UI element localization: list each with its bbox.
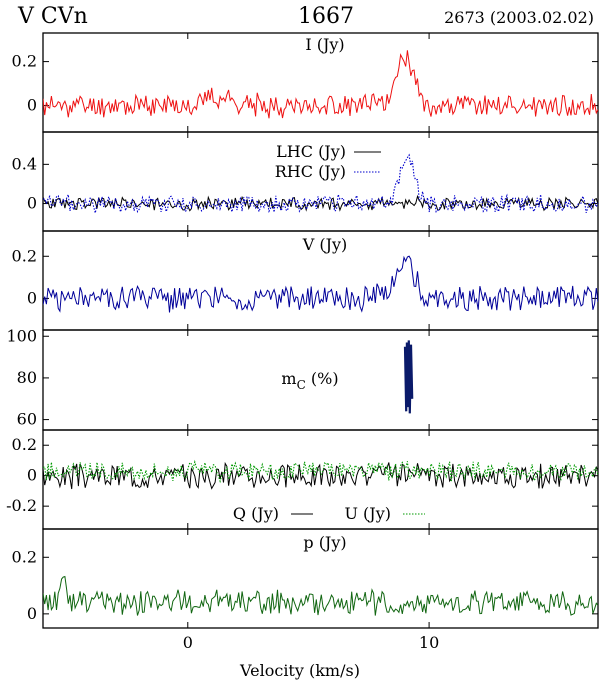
panel-label: mC (%) <box>281 369 338 392</box>
panel-label: I (Jy) <box>305 35 344 54</box>
series-rhc-jy <box>43 153 598 214</box>
panel-lhc-rhc: 0 0.4 LHC (Jy)RHC (Jy) <box>12 131 599 232</box>
y-tick-label: -0.2 <box>6 496 37 515</box>
y-tick-label: 0.2 <box>12 52 37 71</box>
series-p-jy <box>43 575 598 616</box>
panel-q-u: -0.2 0 0.2 Q (Jy) U (Jy) <box>6 429 599 530</box>
frequency-label: 1667 <box>298 4 354 29</box>
y-tick-label: 0.2 <box>12 547 37 566</box>
y-tick-label: 0.4 <box>12 154 37 173</box>
x-tick-label: 0 <box>183 633 193 652</box>
panel-mc: 60 80 100 mC (%) <box>6 326 599 431</box>
y-tick-label: 0.2 <box>12 435 37 454</box>
panel-p: 0 0.2 p (Jy) <box>12 528 599 629</box>
legend-label: Q (Jy) <box>233 504 279 523</box>
series-q-jy <box>43 461 598 490</box>
y-tick-label: 0.2 <box>12 246 37 265</box>
source-name: V CVn <box>18 4 88 29</box>
y-tick-label: 100 <box>6 326 37 345</box>
panel-v: 0 0.2 V (Jy) <box>12 230 599 331</box>
panel-i: 0 0.2 I (Jy) <box>12 32 599 133</box>
y-tick-label: 60 <box>17 410 37 429</box>
legend-label: U (Jy) <box>344 504 391 523</box>
legend-label: RHC (Jy) <box>275 162 346 181</box>
x-tick-label: 10 <box>419 633 439 652</box>
x-axis-label: Velocity (km/s) <box>240 661 360 680</box>
y-tick-label: 0 <box>27 288 37 307</box>
y-tick-label: 80 <box>17 368 37 387</box>
panel-frame <box>42 528 599 629</box>
y-tick-label: 0 <box>27 96 37 115</box>
series-u-jy <box>43 459 598 484</box>
y-tick-label: 0 <box>27 194 37 213</box>
legend-label: LHC (Jy) <box>276 142 346 161</box>
y-tick-label: 0 <box>27 604 37 623</box>
epoch-label: 2673 (2003.02.02) <box>444 8 594 27</box>
series-v-jy <box>43 255 598 313</box>
series-mc <box>403 340 414 414</box>
panel-label: V (Jy) <box>302 235 348 254</box>
y-tick-label: 0 <box>27 466 37 485</box>
series-lhc-jy <box>43 194 598 212</box>
series-i-jy <box>43 50 598 119</box>
panel-label: p (Jy) <box>303 533 346 552</box>
